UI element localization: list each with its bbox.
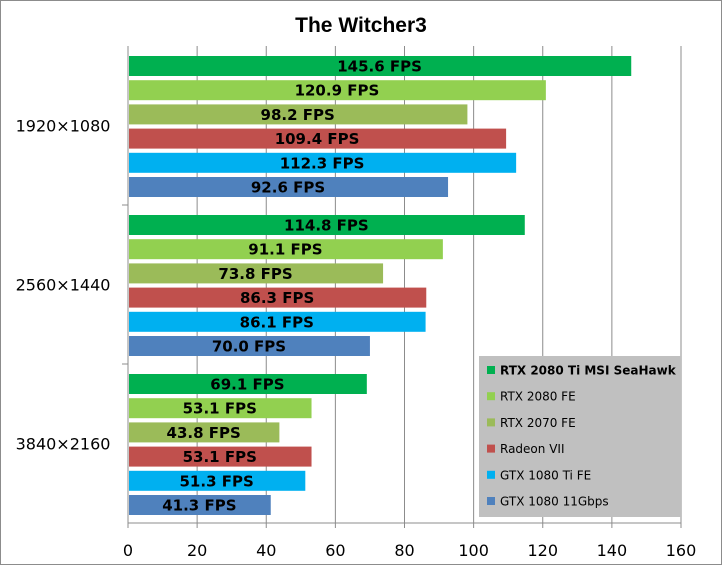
data-label: 43.8 FPS bbox=[167, 424, 241, 442]
bar bbox=[129, 177, 449, 197]
x-tick-label: 160 bbox=[666, 541, 697, 560]
data-label: 53.1 FPS bbox=[183, 448, 257, 466]
legend-swatch bbox=[487, 392, 495, 401]
data-label: 112.3 FPS bbox=[280, 154, 365, 172]
legend-swatch bbox=[487, 444, 495, 453]
bar bbox=[129, 80, 546, 101]
axes: 0 20 40 60 80 100 120 140 160 1920×1080 2560×1440 3… bbox=[16, 46, 697, 560]
bar bbox=[129, 239, 443, 260]
bar bbox=[129, 495, 271, 515]
data-label: 86.1 FPS bbox=[240, 313, 314, 331]
data-label: 92.6 FPS bbox=[251, 179, 325, 197]
legend-swatch bbox=[487, 418, 495, 427]
bar bbox=[129, 263, 384, 284]
data-label: 120.9 FPS bbox=[295, 82, 380, 100]
data-label: 70.0 FPS bbox=[212, 338, 286, 356]
x-tick-label: 100 bbox=[458, 541, 489, 560]
legend: RTX 2080 Ti MSI SeaHawk RTX 2080 FE RTX 20… bbox=[479, 356, 681, 517]
bar bbox=[129, 128, 507, 149]
data-label: 73.8 FPS bbox=[218, 265, 292, 283]
category-label: 1920×1080 bbox=[16, 117, 111, 136]
bar bbox=[129, 152, 517, 173]
x-tick-label: 20 bbox=[187, 541, 207, 560]
x-tick-label: 60 bbox=[325, 541, 345, 560]
legend-label: RTX 2080 FE bbox=[500, 390, 576, 404]
legend-swatch bbox=[487, 470, 495, 479]
legend-box bbox=[479, 356, 681, 517]
bar bbox=[129, 311, 426, 332]
legend-label: RTX 2070 FE bbox=[500, 416, 576, 430]
legend-swatch bbox=[487, 497, 495, 505]
bar bbox=[129, 104, 468, 125]
bar bbox=[129, 446, 312, 467]
chart-title: The Witcher3 bbox=[295, 14, 427, 37]
data-label: 98.2 FPS bbox=[261, 106, 335, 124]
bar bbox=[129, 56, 632, 76]
bar bbox=[129, 398, 312, 419]
category-label: 2560×1440 bbox=[16, 276, 111, 295]
legend-label: Radeon VII bbox=[500, 442, 564, 456]
legend-label: RTX 2080 Ti MSI SeaHawk bbox=[500, 364, 677, 378]
legend-swatch bbox=[487, 366, 495, 374]
data-label: 114.8 FPS bbox=[284, 217, 369, 235]
data-label: 69.1 FPS bbox=[210, 376, 284, 394]
bar bbox=[129, 470, 306, 491]
x-tick-label: 120 bbox=[527, 541, 558, 560]
bar bbox=[129, 374, 367, 394]
data-label: 51.3 FPS bbox=[180, 472, 254, 490]
data-label: 91.1 FPS bbox=[248, 241, 322, 259]
x-tick-label: 40 bbox=[256, 541, 276, 560]
data-label: 109.4 FPS bbox=[275, 130, 360, 148]
data-label: 145.6 FPS bbox=[337, 58, 422, 76]
x-tick-label: 0 bbox=[123, 541, 133, 560]
data-label: 53.1 FPS bbox=[183, 400, 257, 418]
bar bbox=[129, 215, 525, 235]
x-tick-label: 80 bbox=[394, 541, 414, 560]
bars: 145.6 FPS 120.9 FPS 98.2 FPS 109.4 FPS 112.3… bbox=[129, 56, 632, 515]
legend-label: GTX 1080 11Gbps bbox=[500, 495, 609, 509]
data-label: 86.3 FPS bbox=[240, 289, 314, 307]
bar bbox=[129, 336, 370, 356]
legend-label: GTX 1080 Ti FE bbox=[500, 468, 591, 482]
bar bbox=[129, 287, 427, 308]
x-tick-label: 140 bbox=[597, 541, 628, 560]
data-label: 41.3 FPS bbox=[162, 497, 236, 515]
category-label: 3840×2160 bbox=[16, 435, 111, 454]
bar bbox=[129, 422, 280, 443]
